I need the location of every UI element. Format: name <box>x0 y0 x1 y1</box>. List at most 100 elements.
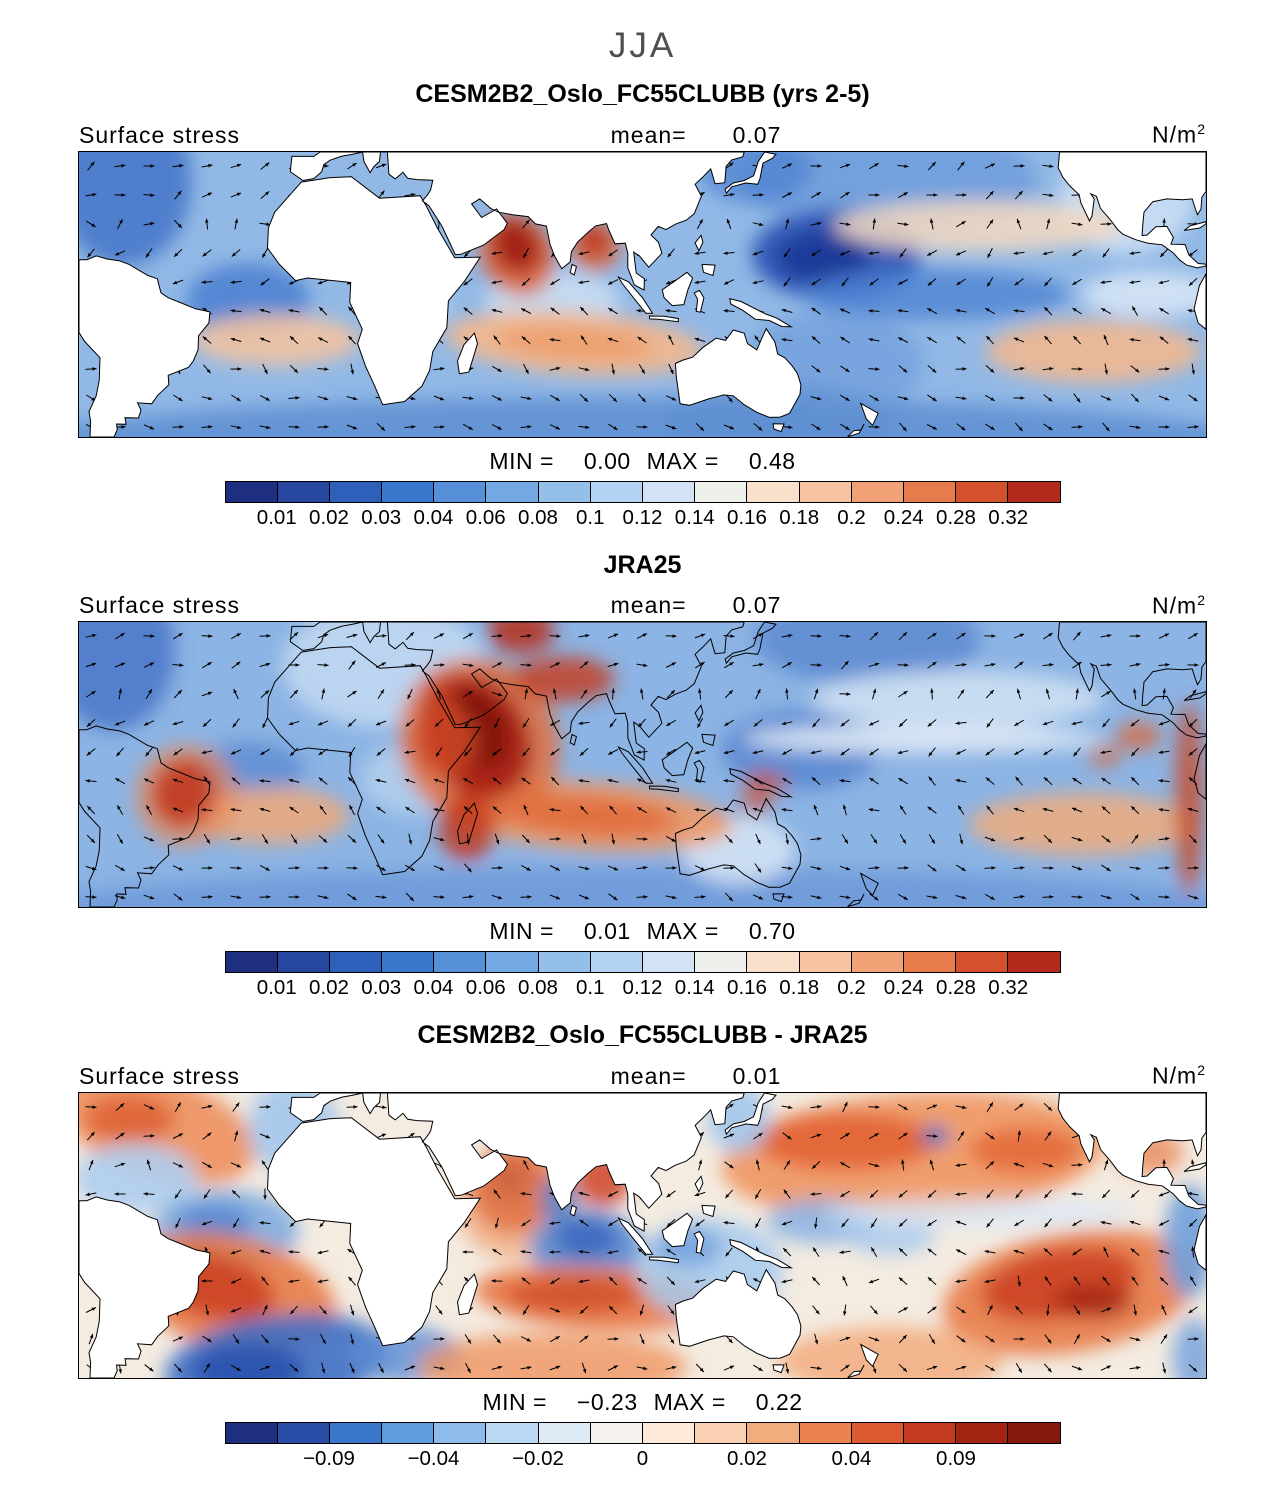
colorbar-tick-label: −0.09 <box>303 1446 355 1470</box>
units-base: N/m <box>1152 1062 1198 1089</box>
colorbar-tick-label: 0.18 <box>779 976 820 1000</box>
mean-readout: mean= 0.07 <box>611 592 782 619</box>
colorbar-cell <box>329 481 383 502</box>
colorbar-cell <box>277 1422 330 1443</box>
colorbar-cell <box>538 952 591 973</box>
mean-label: mean= <box>610 121 687 148</box>
colorbar-cell <box>799 1422 852 1443</box>
colorbar-cell <box>225 1422 278 1443</box>
colorbar-tick-label: 0.04 <box>831 1446 872 1470</box>
colorbar-cell <box>382 952 435 973</box>
units-label: N/m2 <box>1152 121 1206 149</box>
colorbar-tick-label: 0.04 <box>413 976 454 1000</box>
colorbar-tick-label: 0.12 <box>622 505 663 529</box>
minmax-readout: MIN = 0.01 MAX = 0.70 <box>0 918 1285 945</box>
mean-readout: mean= 0.01 <box>611 1063 782 1090</box>
colorbar-tick-label: 0.03 <box>361 976 402 1000</box>
colorbar-tick-label: 0.03 <box>361 505 402 529</box>
panel-difference: CESM2B2_Oslo_FC55CLUBB - JRA25 Surface s… <box>0 1021 1285 1478</box>
map-svg <box>79 622 1206 908</box>
colorbar-tick-label: 0.24 <box>883 505 924 529</box>
colorbar-tick-labels: −0.09 −0.04 −0.02 0 0.02 0.04 0.09 <box>225 1447 1061 1474</box>
colorbar-tick-label: 0.2 <box>837 505 866 529</box>
units-base: N/m <box>1152 121 1198 148</box>
colorbar-tick-label: 0.2 <box>837 976 866 1000</box>
colorbar-tick-label: 0.01 <box>256 505 297 529</box>
colorbar-cell <box>225 952 278 973</box>
colorbar-tick-label: 0.12 <box>622 976 663 1000</box>
max-label: MAX = <box>646 918 719 945</box>
panel-title: CESM2B2_Oslo_FC55CLUBB - JRA25 <box>417 1021 868 1050</box>
colorbar-cell <box>1008 481 1060 502</box>
colorbar-jra25: 0.01 0.02 0.03 0.04 0.06 0.08 0.1 0.12 0.14 0.16 0… <box>224 951 1061 1003</box>
colorbar-cell <box>851 952 904 973</box>
colorbar-tick-label: 0.28 <box>936 976 976 1000</box>
min-value: −0.23 <box>576 1388 638 1415</box>
max-value: 0.48 <box>748 447 796 474</box>
colorbar-cell <box>329 952 383 973</box>
colorbar-tick-label: 0.06 <box>465 505 506 529</box>
colorbar-cell <box>799 952 852 973</box>
min-value: 0.01 <box>583 918 631 945</box>
colorbar-tick-label: 0.01 <box>256 976 297 1000</box>
map-canvas-jra25 <box>78 621 1207 909</box>
map-svg <box>79 1092 1206 1378</box>
colorbar-tick-label: −0.04 <box>407 1446 460 1470</box>
colorbar-cell <box>382 481 435 502</box>
colorbar-tick-label: 0.1 <box>576 505 605 529</box>
colorbar-cell <box>747 481 800 502</box>
panel-title: CESM2B2_Oslo_FC55CLUBB (yrs 2-5) <box>415 80 870 108</box>
units-exponent: 2 <box>1197 121 1206 137</box>
field-label: Surface stress <box>79 592 240 619</box>
colorbar-cells <box>224 951 1061 974</box>
units-base: N/m <box>1152 592 1198 619</box>
colorbar-cell <box>695 1422 748 1443</box>
min-value: 0.00 <box>583 447 631 474</box>
colorbar-cell <box>538 481 591 502</box>
mean-value: 0.07 <box>732 121 782 148</box>
colorbar-tick-label: 0.28 <box>936 505 976 529</box>
colorbar-cell <box>486 481 539 502</box>
colorbar-cell <box>590 952 643 973</box>
colorbar-cell <box>1008 952 1060 973</box>
colorbar-tick-label: 0.32 <box>988 976 1029 1000</box>
colorbar-cell <box>747 1422 800 1443</box>
colorbar-cell <box>382 1422 435 1443</box>
colorbar-cell <box>956 481 1009 502</box>
colorbar-cell <box>590 1422 643 1443</box>
colorbar-cell <box>434 481 487 502</box>
mean-label: mean= <box>610 592 687 619</box>
min-label: MIN = <box>489 447 554 474</box>
colorbar-cell <box>903 481 957 502</box>
colorbar-cell <box>486 952 539 973</box>
panel-title: JRA25 <box>603 550 682 579</box>
colorbar-cell <box>434 952 487 973</box>
colorbar-cell <box>434 1422 487 1443</box>
colorbar-tick-label: 0.08 <box>518 505 558 529</box>
wind-vector-field <box>85 631 1199 902</box>
colorbar-tick-label: 0.09 <box>936 1446 976 1470</box>
colorbar-cell <box>225 481 278 502</box>
colorbar-cell <box>903 952 957 973</box>
mean-label: mean= <box>610 1062 687 1089</box>
colorbar-cells <box>224 1421 1061 1444</box>
colorbar-tick-labels: 0.01 0.02 0.03 0.04 0.06 0.08 0.1 0.12 0.14 0.16 0… <box>225 976 1061 1003</box>
colorbar-tick-label: 0.02 <box>309 976 349 1000</box>
min-label: MIN = <box>482 1388 547 1415</box>
colorbar-tick-label: 0.18 <box>779 505 820 529</box>
colorbar-tick-label: 0.24 <box>883 976 924 1000</box>
max-label: MAX = <box>646 447 719 474</box>
map-header: Surface stress mean= 0.01 N/m2 <box>79 1062 1206 1090</box>
minmax-readout: MIN = 0.00 MAX = 0.48 <box>0 448 1285 475</box>
max-label: MAX = <box>653 1388 726 1415</box>
colorbar-cell <box>643 1422 696 1443</box>
colorbar-tick-label: 0 <box>636 1446 649 1470</box>
units-exponent: 2 <box>1197 591 1206 608</box>
colorbar-cell <box>851 481 904 502</box>
colorbar-tick-label: 0.14 <box>674 505 715 529</box>
mean-value: 0.01 <box>732 1062 782 1089</box>
mean-value: 0.07 <box>732 592 782 619</box>
colorbar-cell <box>851 1422 904 1443</box>
map-header: Surface stress mean= 0.07 N/m2 <box>79 592 1206 620</box>
colorbar-difference: −0.09 −0.04 −0.02 0 0.02 0.04 0.09 <box>224 1421 1061 1474</box>
